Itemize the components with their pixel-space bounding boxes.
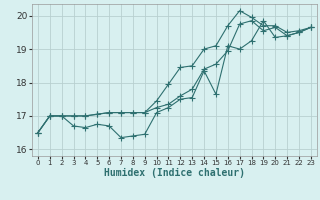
- X-axis label: Humidex (Indice chaleur): Humidex (Indice chaleur): [104, 168, 245, 178]
